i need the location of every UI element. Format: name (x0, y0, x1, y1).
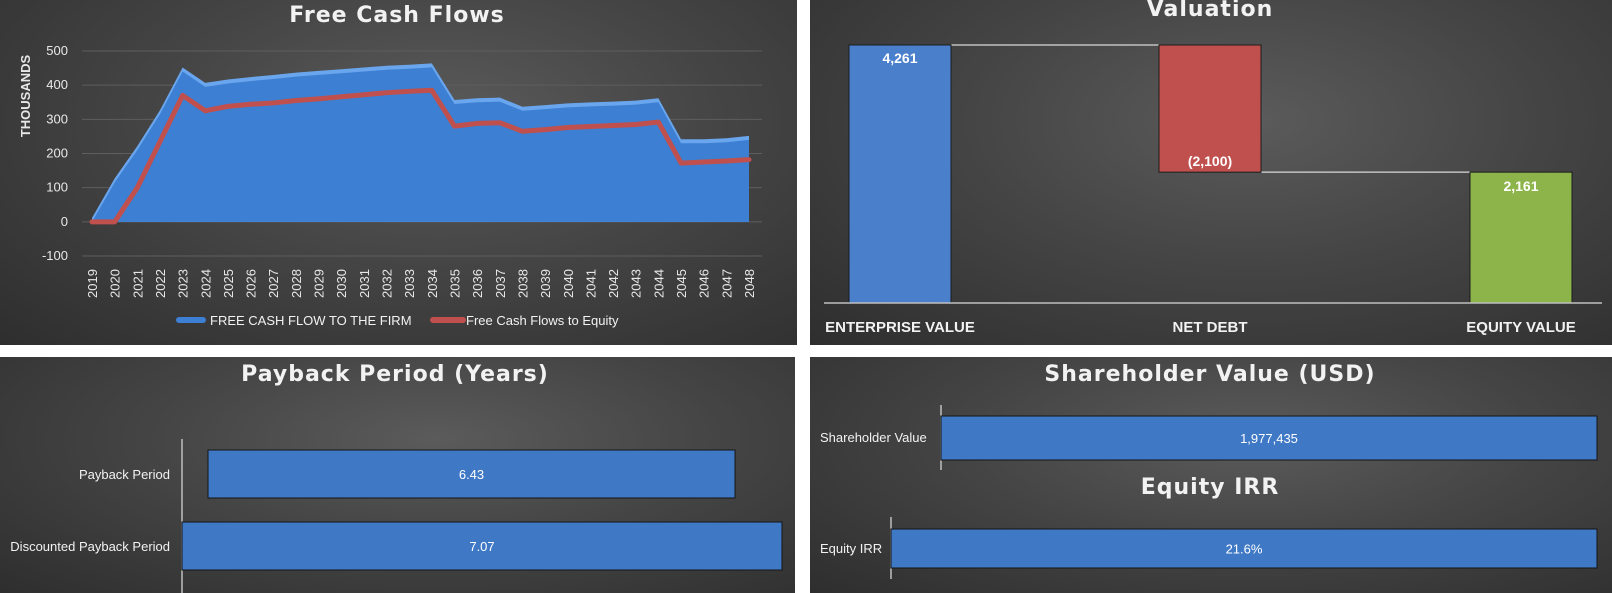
waterfall-bars: 4,261 (2,100) 2,161 (848, 44, 1573, 304)
bar-discounted-payback-period-label: 7.07 (469, 539, 494, 554)
chart-title: Payback Period (Years) (241, 362, 549, 387)
data-label-equity: 2,161 (1503, 178, 1538, 194)
bar-equity-irr-label: 21.6% (1226, 542, 1263, 557)
x-tick-label: 2044 (651, 269, 666, 298)
x-tick-label: 2023 (176, 269, 191, 298)
x-tick-label: 2047 (719, 269, 734, 298)
x-tick-label: 2037 (493, 269, 508, 298)
category-label-net-debt: NET DEBT (1173, 319, 1248, 336)
bar-discounted-payback-period (181, 521, 783, 571)
chart-title-shareholder: Shareholder Value (USD) (1044, 362, 1375, 387)
y-tick-label: -100 (42, 248, 68, 263)
bars-irr: 21.6% (890, 528, 1598, 569)
x-tick-label: 2035 (447, 269, 462, 298)
x-tick-label: 2041 (583, 269, 598, 298)
x-tick-label: 2038 (515, 269, 530, 298)
chart-title: Valuation (1147, 0, 1274, 22)
x-tick-label: 2045 (674, 269, 689, 298)
x-tick-label: 2029 (312, 269, 327, 298)
x-tick-label: 2031 (357, 269, 372, 298)
x-tick-label: 2046 (697, 269, 712, 298)
data-label-net-debt: (2,100) (1188, 153, 1232, 169)
y-tick-labels: 500 400 300 200 100 0 -100 (42, 43, 68, 263)
payback-period-chart: Payback Period (Years) Payback Period Di… (10, 362, 783, 593)
x-tick-label: 2021 (130, 269, 145, 298)
category-label-enterprise: ENTERPRISE VALUE (825, 319, 975, 336)
shareholder-irr-charts: Shareholder Value (USD) Shareholder Valu… (820, 362, 1598, 579)
series-fcfe-line (89, 87, 752, 225)
x-tick-label: 2026 (244, 269, 259, 298)
x-tick-label: 2039 (538, 269, 553, 298)
bar-shareholder-value-label: 1,977,435 (1240, 431, 1298, 446)
y-tick-label: 300 (46, 111, 68, 126)
y-tick-label: 400 (46, 77, 68, 92)
chart-title: Free Cash Flows (289, 3, 504, 28)
x-tick-label: 2042 (606, 269, 621, 298)
x-tick-label: 2030 (334, 269, 349, 298)
bar-net-debt (1158, 44, 1262, 173)
x-tick-label: 2020 (108, 269, 123, 298)
x-tick-label: 2022 (153, 269, 168, 298)
legend: FREE CASH FLOW TO THE FIRM Free Cash Flo… (176, 313, 619, 328)
y-axis-label: THOUSANDS (18, 55, 33, 138)
payback-period-panel: Payback Period (Years) Payback Period Di… (0, 357, 795, 593)
valuation-chart: Valuation 4,261 (2,100) 2,161 ENTERPRISE V… (824, 0, 1602, 336)
x-tick-label: 2019 (85, 269, 100, 298)
category-label-payback: Payback Period (79, 467, 170, 482)
x-tick-label: 2033 (402, 269, 417, 298)
bar-shareholder-value (940, 415, 1598, 461)
free-cash-flows-panel: Free Cash Flows THOUSANDS 500 400 300 200 10… (0, 0, 797, 345)
bars-shareholder: 1,977,435 (940, 415, 1598, 461)
bar-enterprise-value (848, 44, 952, 304)
bar-payback-period-label: 6.43 (459, 467, 484, 482)
legend-label-fcfe: Free Cash Flows to Equity (466, 313, 619, 328)
x-tick-label: 2034 (425, 269, 440, 298)
free-cash-flows-chart: Free Cash Flows THOUSANDS 500 400 300 200 10… (18, 3, 762, 328)
category-label-equity: EQUITY VALUE (1466, 319, 1575, 336)
bar-equity-value (1469, 171, 1573, 304)
category-label-irr: Equity IRR (820, 541, 882, 556)
x-tick-label: 2043 (629, 269, 644, 298)
x-tick-label: 2024 (198, 269, 213, 298)
x-tick-label: 2040 (561, 269, 576, 298)
category-label-discounted-payback: Discounted Payback Period (10, 539, 170, 554)
data-label-enterprise: 4,261 (882, 50, 917, 66)
bar-payback-period (207, 449, 736, 499)
chart-title-irr: Equity IRR (1141, 475, 1280, 500)
y-tick-label: 200 (46, 146, 68, 161)
y-tick-label: 500 (46, 43, 68, 58)
bars: 6.43 7.07 (181, 449, 783, 571)
bar-equity-irr (890, 528, 1598, 569)
x-tick-labels: 2019 2020 2021 2022 2023 2024 2025 2026 2027 2028… (85, 269, 757, 298)
series-group (89, 63, 752, 225)
valuation-panel: Valuation 4,261 (2,100) 2,161 ENTERPRISE V… (810, 0, 1612, 345)
legend-swatch-fcfe (430, 317, 466, 323)
x-tick-label: 2036 (470, 269, 485, 298)
y-tick-label: 0 (61, 214, 68, 229)
x-tick-label: 2028 (289, 269, 304, 298)
x-tick-label: 2025 (221, 269, 236, 298)
legend-swatch-fcff (176, 317, 206, 323)
legend-label-fcff: FREE CASH FLOW TO THE FIRM (210, 313, 412, 328)
shareholder-value-panel: Shareholder Value (USD) Shareholder Valu… (810, 357, 1612, 593)
y-tick-label: 100 (46, 180, 68, 195)
x-tick-label: 2048 (742, 269, 757, 298)
x-tick-label: 2027 (266, 269, 281, 298)
category-label-shareholder: Shareholder Value (820, 430, 927, 445)
x-tick-label: 2032 (380, 269, 395, 298)
